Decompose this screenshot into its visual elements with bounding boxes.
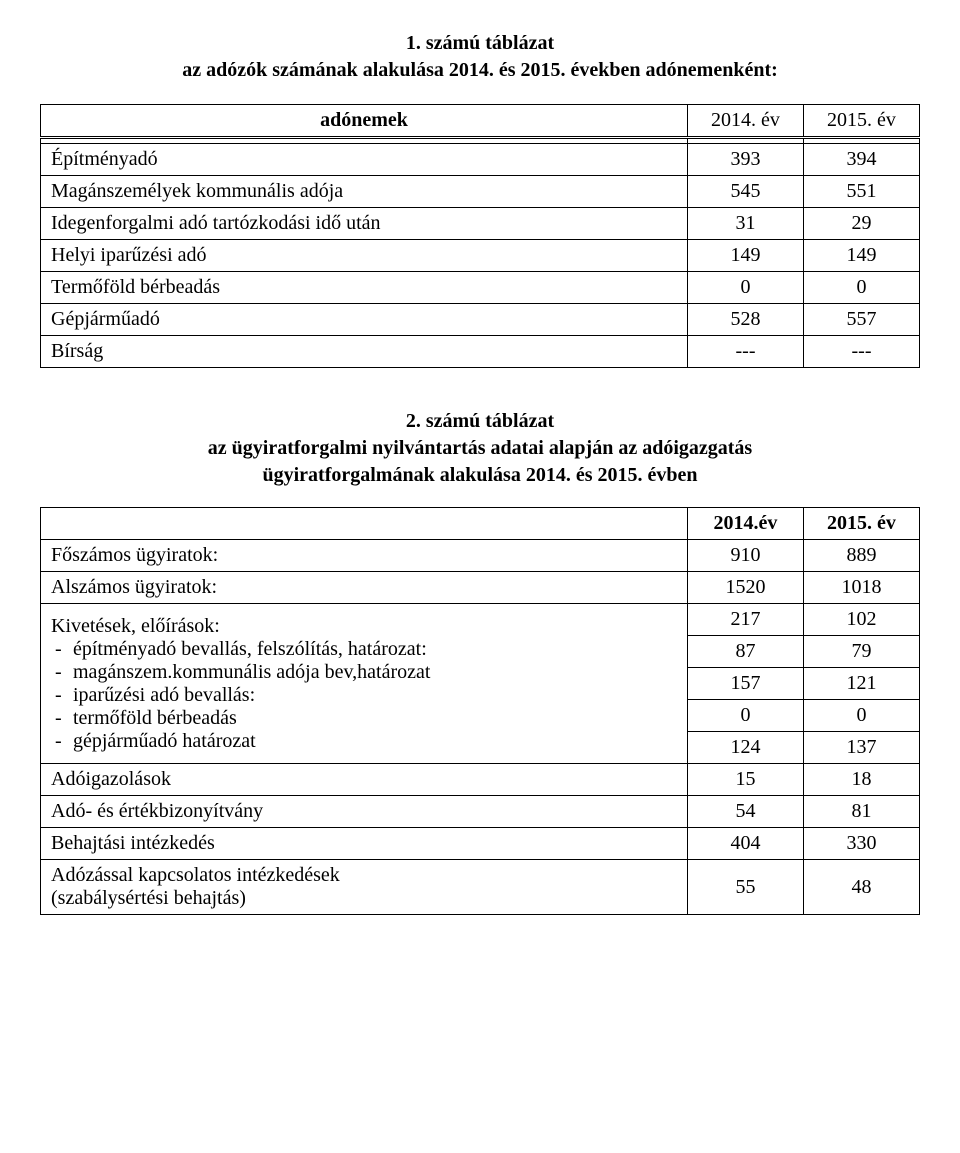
cell-label: Gépjárműadó <box>41 304 688 336</box>
col-header-2015: 2015. év <box>804 508 920 540</box>
cell-value: 0 <box>804 700 920 732</box>
cell-value: 910 <box>688 540 804 572</box>
cell-value: 404 <box>688 828 804 860</box>
caseflow-table: 2014.év 2015. év Főszámos ügyiratok: 910… <box>40 507 920 915</box>
cell-value: --- <box>804 336 920 368</box>
cell-label: Adóigazolások <box>41 764 688 796</box>
table2-title: 2. számú táblázat az ügyiratforgalmi nyi… <box>40 408 920 489</box>
col-header-label: adónemek <box>41 105 688 138</box>
table-row: Alszámos ügyiratok: 1520 1018 <box>41 572 920 604</box>
cell-value: 29 <box>804 208 920 240</box>
table1-title: 1. számú táblázat az adózók számának ala… <box>40 30 920 84</box>
cell-label: Idegenforgalmi adó tartózkodási idő után <box>41 208 688 240</box>
cell-value: 18 <box>804 764 920 796</box>
kivetesek-list: építményadó bevallás, felszólítás, határ… <box>51 638 677 753</box>
cell-label: Építményadó <box>41 144 688 176</box>
cell-value: 545 <box>688 176 804 208</box>
cell-label: Bírság <box>41 336 688 368</box>
table-row: Behajtási intézkedés 404 330 <box>41 828 920 860</box>
table-row: Adózással kapcsolatos intézkedések (szab… <box>41 860 920 915</box>
cell-label: Adózással kapcsolatos intézkedések (szab… <box>41 860 688 915</box>
list-item: építményadó bevallás, felszólítás, határ… <box>73 638 677 661</box>
table2-title-line3: ügyiratforgalmának alakulása 2014. és 20… <box>262 464 697 486</box>
table-header-row: adónemek 2014. év 2015. év <box>41 105 920 138</box>
cell-value: 121 <box>804 668 920 700</box>
cell-label: Helyi iparűzési adó <box>41 240 688 272</box>
cell-value: 31 <box>688 208 804 240</box>
table-row: Helyi iparűzési adó 149 149 <box>41 240 920 272</box>
kivetesek-label-cell: Kivetések, előírások: építményadó bevall… <box>41 604 688 764</box>
cell-value: 124 <box>688 732 804 764</box>
cell-value: 557 <box>804 304 920 336</box>
cell-value: 394 <box>804 144 920 176</box>
kivetesek-heading: Kivetések, előírások: <box>51 615 220 637</box>
cell-label: Főszámos ügyiratok: <box>41 540 688 572</box>
table-row: Adó- és értékbizonyítvány 54 81 <box>41 796 920 828</box>
cell-label: Magánszemélyek kommunális adója <box>41 176 688 208</box>
cell-value: 157 <box>688 668 804 700</box>
cell-value: 102 <box>804 604 920 636</box>
table1-title-line2: az adózók számának alakulása 2014. és 20… <box>40 57 920 84</box>
cell-value: 79 <box>804 636 920 668</box>
list-item: termőföld bérbeadás <box>73 707 677 730</box>
cell-label: Behajtási intézkedés <box>41 828 688 860</box>
col-header-2014: 2014.év <box>688 508 804 540</box>
table-row: Adóigazolások 15 18 <box>41 764 920 796</box>
cell-label: Alszámos ügyiratok: <box>41 572 688 604</box>
cell-value: 137 <box>804 732 920 764</box>
cell-value: 15 <box>688 764 804 796</box>
cell-value: 0 <box>688 272 804 304</box>
col-header-2014: 2014. év <box>688 105 804 138</box>
list-item: magánszem.kommunális adója bev,határozat <box>73 661 677 684</box>
table-row: Bírság --- --- <box>41 336 920 368</box>
cell-value: 87 <box>688 636 804 668</box>
cell-value: 54 <box>688 796 804 828</box>
col-header-2015: 2015. év <box>804 105 920 138</box>
cell-value: --- <box>688 336 804 368</box>
table2-title-line2: az ügyiratforgalmi nyilvántartás adatai … <box>208 437 752 459</box>
table-row: Termőföld bérbeadás 0 0 <box>41 272 920 304</box>
cell-value: 393 <box>688 144 804 176</box>
cell-value: 0 <box>688 700 804 732</box>
list-item: iparűzési adó bevallás: <box>73 684 677 707</box>
cell-value: 48 <box>804 860 920 915</box>
cell-value: 149 <box>804 240 920 272</box>
cell-value: 528 <box>688 304 804 336</box>
cell-value: 55 <box>688 860 804 915</box>
cell-label: Adó- és értékbizonyítvány <box>41 796 688 828</box>
table-header-row: 2014.év 2015. év <box>41 508 920 540</box>
table-row: Magánszemélyek kommunális adója 545 551 <box>41 176 920 208</box>
cell-label: Termőföld bérbeadás <box>41 272 688 304</box>
cell-value: 1018 <box>804 572 920 604</box>
col-header-empty <box>41 508 688 540</box>
taxpayers-table: adónemek 2014. év 2015. év Építményadó 3… <box>40 104 920 368</box>
cell-value: 149 <box>688 240 804 272</box>
list-item: gépjárműadó határozat <box>73 730 677 753</box>
cell-value: 0 <box>804 272 920 304</box>
cell-value: 889 <box>804 540 920 572</box>
cell-value: 1520 <box>688 572 804 604</box>
cell-value: 330 <box>804 828 920 860</box>
table-row: Idegenforgalmi adó tartózkodási idő után… <box>41 208 920 240</box>
cell-value: 81 <box>804 796 920 828</box>
table2-title-line1: 2. számú táblázat <box>406 410 554 432</box>
table-row: Gépjárműadó 528 557 <box>41 304 920 336</box>
table-row: Főszámos ügyiratok: 910 889 <box>41 540 920 572</box>
cell-value: 217 <box>688 604 804 636</box>
table-row: Építményadó 393 394 <box>41 144 920 176</box>
table1-title-line1: 1. számú táblázat <box>40 30 920 57</box>
cell-value: 551 <box>804 176 920 208</box>
table-row: Kivetések, előírások: építményadó bevall… <box>41 604 920 636</box>
